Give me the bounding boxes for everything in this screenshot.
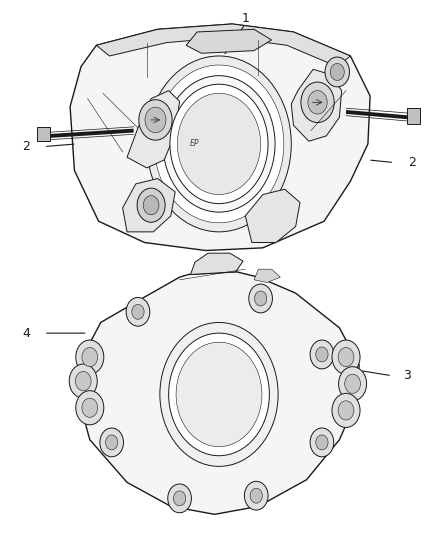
Text: 2: 2	[22, 140, 30, 153]
Polygon shape	[186, 29, 272, 53]
Circle shape	[75, 372, 91, 391]
Circle shape	[310, 428, 334, 457]
Circle shape	[145, 107, 166, 133]
Circle shape	[160, 322, 278, 466]
Circle shape	[345, 374, 360, 393]
Circle shape	[137, 188, 165, 222]
Circle shape	[170, 84, 268, 204]
Polygon shape	[291, 69, 342, 141]
Circle shape	[330, 63, 344, 80]
Circle shape	[254, 291, 267, 306]
Circle shape	[338, 348, 354, 367]
Circle shape	[106, 435, 118, 450]
Circle shape	[177, 93, 261, 195]
Circle shape	[332, 393, 360, 427]
Circle shape	[310, 340, 334, 369]
Circle shape	[301, 82, 334, 123]
Text: 2: 2	[408, 156, 416, 169]
Polygon shape	[127, 91, 180, 168]
Circle shape	[316, 347, 328, 362]
Circle shape	[126, 297, 150, 326]
Circle shape	[250, 488, 262, 503]
Circle shape	[168, 484, 191, 513]
Polygon shape	[191, 253, 243, 274]
Circle shape	[76, 391, 104, 425]
Circle shape	[76, 340, 104, 374]
Text: 1: 1	[241, 12, 249, 25]
Circle shape	[249, 284, 272, 313]
Polygon shape	[407, 108, 420, 124]
Text: EP: EP	[190, 140, 200, 148]
Circle shape	[339, 367, 367, 401]
Text: 4: 4	[22, 327, 30, 340]
Polygon shape	[96, 24, 350, 67]
Polygon shape	[79, 272, 359, 514]
Polygon shape	[123, 179, 175, 232]
Circle shape	[325, 57, 350, 87]
Circle shape	[338, 401, 354, 420]
Circle shape	[143, 196, 159, 215]
Circle shape	[176, 342, 262, 447]
Circle shape	[100, 428, 124, 457]
Polygon shape	[70, 24, 370, 251]
Circle shape	[147, 56, 291, 232]
Circle shape	[308, 91, 327, 114]
Circle shape	[154, 65, 284, 223]
Text: 3: 3	[403, 369, 411, 382]
Circle shape	[82, 398, 98, 417]
Circle shape	[332, 340, 360, 374]
Circle shape	[139, 100, 172, 140]
Polygon shape	[245, 189, 300, 243]
Circle shape	[244, 481, 268, 510]
Polygon shape	[37, 127, 50, 141]
Polygon shape	[254, 269, 280, 282]
Circle shape	[82, 348, 98, 367]
Circle shape	[132, 304, 144, 319]
Circle shape	[163, 76, 275, 212]
Circle shape	[169, 333, 269, 456]
Circle shape	[173, 491, 186, 506]
Circle shape	[69, 364, 97, 398]
Circle shape	[316, 435, 328, 450]
